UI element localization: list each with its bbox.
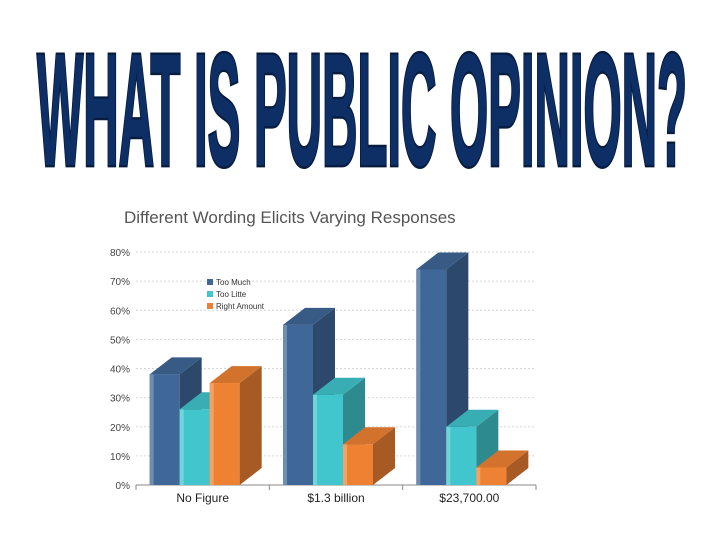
bar-highlight (283, 324, 287, 485)
y-tick-label: 70% (110, 277, 130, 288)
bar-highlight (179, 409, 184, 485)
bar-top (446, 409, 499, 427)
bar-highlight (209, 383, 214, 485)
chart-title: Different Wording Elicits Varying Respon… (124, 208, 456, 227)
legend-label: Too Much (216, 278, 251, 287)
x-tick-label: $23,700.00 (439, 491, 499, 505)
legend-label: Too Litte (216, 290, 247, 299)
legend-swatch (207, 291, 213, 297)
bar-front (209, 383, 240, 485)
bar (209, 366, 262, 485)
bar-top (209, 366, 262, 384)
bar-side (373, 427, 395, 485)
bar-front (476, 467, 507, 485)
bar-highlight (343, 444, 347, 485)
y-tick-label: 0% (116, 481, 131, 492)
chart-canvas: Different Wording Elicits Varying Respon… (110, 208, 537, 505)
legend-label: Right Amount (216, 302, 265, 311)
y-tick-label: 30% (110, 394, 130, 405)
y-tick-label: 40% (110, 365, 130, 376)
bar-highlight (313, 394, 317, 485)
bar (343, 427, 395, 485)
bar-front (343, 444, 373, 485)
x-tick-label: No Figure (176, 491, 229, 505)
bar-highlight (476, 467, 481, 485)
bar-top (313, 377, 365, 395)
bar-highlight (446, 426, 451, 485)
y-tick-label: 10% (110, 452, 130, 463)
y-tick-label: 20% (110, 423, 130, 434)
bar-highlight (149, 374, 154, 485)
slide-title-text: WHAT IS PUBLIC OPINION? (37, 21, 687, 190)
slide-title: WHAT IS PUBLIC OPINION? (0, 0, 720, 190)
bar-top (149, 357, 202, 375)
bar-chart: Different Wording Elicits Varying Respon… (90, 196, 560, 526)
chart-bars (149, 252, 529, 485)
x-axis: No Figure $1.3 billion $23,700.00 (176, 491, 499, 505)
y-axis: 0% 10% 20% 30% 40% 50% 60% 70% 80% (110, 248, 130, 492)
y-tick-label: 80% (110, 248, 130, 259)
bar-highlight (416, 269, 421, 485)
bar-top (416, 252, 469, 270)
slide-title-graphic: WHAT IS PUBLIC OPINION? (35, 19, 689, 190)
x-tick-label: $1.3 billion (307, 491, 364, 505)
bar-front (179, 409, 210, 485)
legend-swatch (207, 303, 213, 309)
bar-side (506, 450, 529, 485)
chart-legend: Too Much Too Litte Right Amount (207, 278, 265, 311)
bar-front (149, 374, 180, 485)
bar-side (239, 366, 262, 485)
bar-front (313, 394, 343, 485)
bar-top (476, 450, 529, 468)
bar-top (283, 307, 335, 325)
bar-front (416, 269, 447, 485)
bar-front (283, 324, 313, 485)
y-tick-label: 50% (110, 335, 130, 346)
bar-front (446, 426, 477, 485)
legend-swatch (207, 279, 213, 285)
bar-top (343, 427, 395, 445)
bar (476, 450, 529, 485)
y-tick-label: 60% (110, 306, 130, 317)
